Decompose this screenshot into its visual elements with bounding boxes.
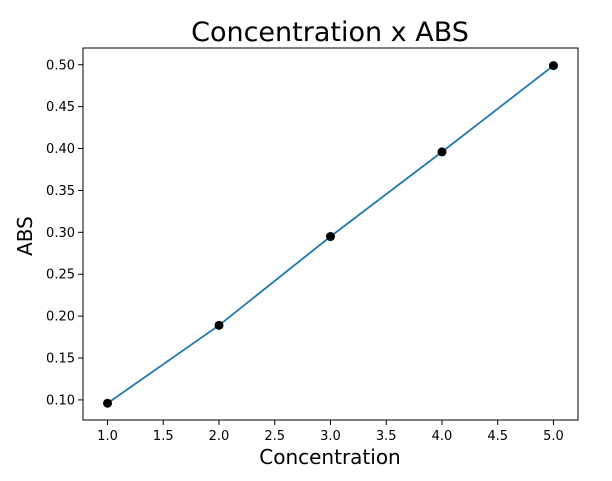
data-point bbox=[548, 61, 558, 71]
x-axis: 1.0 1.5 2.0 2.5 3.0 3.5 4.0 4.5 5.0 bbox=[97, 420, 564, 444]
data-point bbox=[103, 398, 113, 408]
y-tick-label: 0.50 bbox=[46, 58, 75, 73]
y-tick-label: 0.15 bbox=[46, 352, 75, 367]
plot-frame bbox=[82, 47, 579, 421]
data-point bbox=[326, 232, 335, 242]
x-tick-label: 4.5 bbox=[487, 429, 508, 444]
data-point bbox=[437, 147, 447, 157]
x-tick-label: 4.0 bbox=[432, 429, 453, 444]
y-tick-label: 0.20 bbox=[46, 310, 75, 325]
x-tick-label: 2.5 bbox=[264, 429, 285, 444]
y-tick-label: 0.25 bbox=[46, 268, 75, 283]
y-tick-label: 0.35 bbox=[46, 184, 75, 199]
y-axis: 0.10 0.15 0.20 0.25 0.30 0.35 0.40 0.45 0.50 bbox=[46, 58, 83, 408]
x-tick-label: 1.5 bbox=[153, 429, 174, 444]
x-axis-label: Concentration bbox=[259, 445, 400, 469]
y-tick-label: 0.45 bbox=[46, 100, 75, 115]
x-tick-label: 3.0 bbox=[320, 429, 341, 444]
x-tick-label: 3.5 bbox=[376, 429, 397, 444]
plot-area bbox=[103, 61, 558, 408]
y-tick-label: 0.30 bbox=[46, 226, 75, 241]
chart-title: Concentration x ABS bbox=[191, 17, 469, 48]
x-tick-label: 2.0 bbox=[209, 429, 230, 444]
x-tick-label: 1.0 bbox=[97, 429, 118, 444]
x-tick-label: 5.0 bbox=[543, 429, 564, 444]
y-tick-label: 0.10 bbox=[46, 393, 75, 408]
data-point bbox=[214, 320, 224, 330]
y-axis-label: ABS bbox=[13, 216, 37, 256]
y-tick-label: 0.40 bbox=[46, 142, 75, 157]
